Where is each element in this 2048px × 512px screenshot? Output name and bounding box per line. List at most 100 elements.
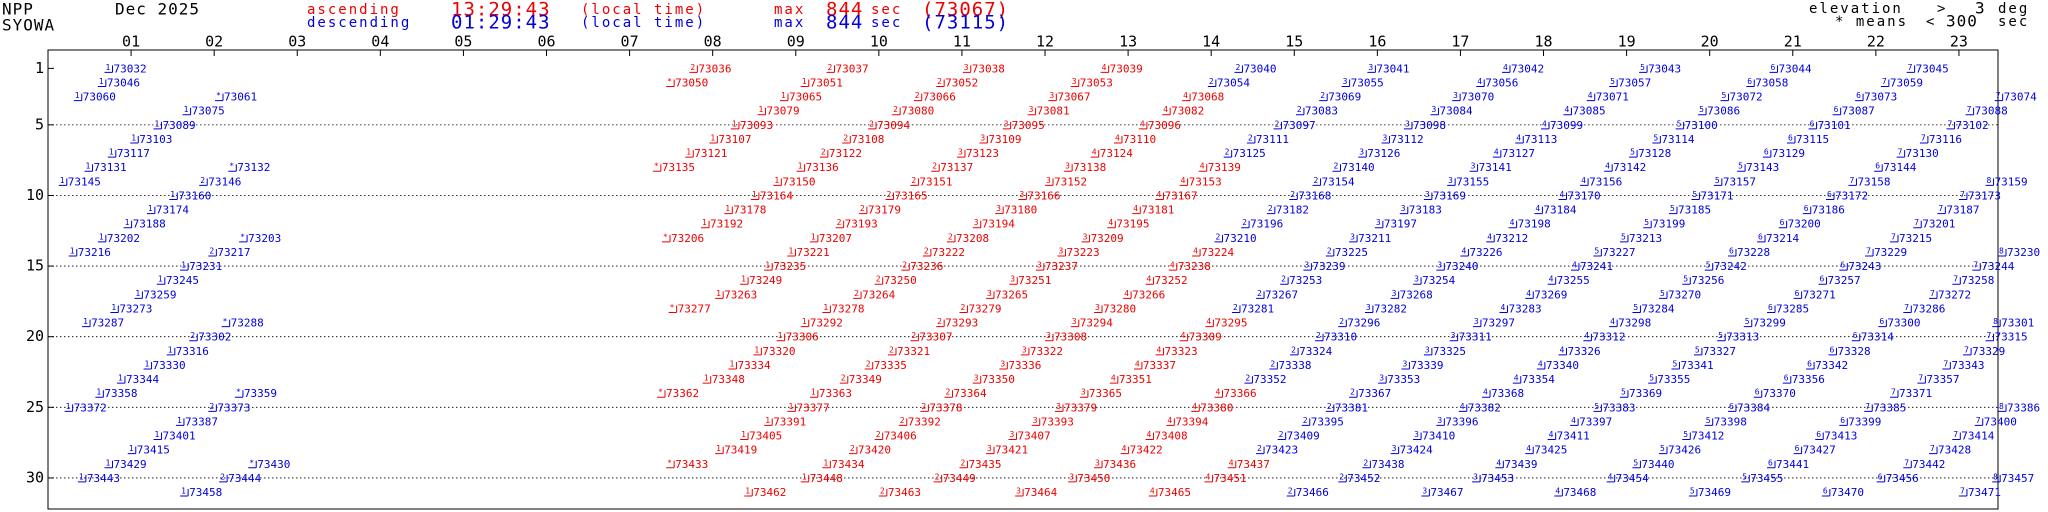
orbit-number: 73173 xyxy=(1968,189,2001,202)
pass-class: 4 xyxy=(1487,232,1492,241)
pass-class: 7 xyxy=(1898,148,1903,157)
pass-marker xyxy=(1942,361,1951,370)
pass-class: 4 xyxy=(1229,458,1234,467)
pass-class: 2 xyxy=(1209,77,1214,86)
pass-marker xyxy=(1713,178,1723,186)
pass-class: 3 xyxy=(1425,190,1430,199)
pass-class: 2 xyxy=(960,458,965,467)
pass-marker xyxy=(1693,347,1703,356)
pass-class: 4 xyxy=(1147,430,1152,439)
pass-marker xyxy=(1878,319,1887,328)
pass-marker xyxy=(169,192,178,200)
pass-marker xyxy=(753,347,762,356)
orbit-number: 73070 xyxy=(1461,91,1494,104)
pass-class: * xyxy=(667,458,672,467)
pass-marker xyxy=(1338,474,1347,483)
orbit-number: 73359 xyxy=(244,387,277,400)
orbit-number: 73370 xyxy=(1763,387,1796,400)
pass-class: 6 xyxy=(1784,374,1789,383)
pass-marker xyxy=(234,390,244,398)
pass-marker xyxy=(1148,489,1158,497)
pass-class: 4 xyxy=(1559,345,1564,354)
pass-marker xyxy=(1081,234,1091,243)
orbit-number: 73307 xyxy=(919,331,952,344)
pass-marker xyxy=(1903,305,1912,313)
orbit-number: 73371 xyxy=(1899,387,1932,400)
y-tick-label: 30 xyxy=(26,468,44,486)
pass-marker xyxy=(1054,404,1064,412)
orbit-number: 73419 xyxy=(724,444,757,457)
x-tick-label: 10 xyxy=(870,33,888,51)
pass-class: 7 xyxy=(1938,204,1943,213)
pass-marker xyxy=(104,65,113,73)
pass-marker xyxy=(715,446,724,455)
pass-marker xyxy=(1851,333,1861,342)
pass-class: 7 xyxy=(1987,331,1992,340)
orbit-number: 73137 xyxy=(940,161,973,174)
orbit-number: 73266 xyxy=(1132,288,1165,301)
pass-class: 7 xyxy=(1891,232,1896,241)
pass-class: 7 xyxy=(1976,416,1981,425)
pass-marker xyxy=(796,164,806,172)
pass-marker xyxy=(1423,347,1433,356)
pass-class: 3 xyxy=(1081,388,1086,397)
pass-class: 2 xyxy=(1327,402,1332,411)
pass-class: * xyxy=(229,162,234,171)
orbit-number: 73437 xyxy=(1237,458,1270,471)
orbit-number: 73122 xyxy=(829,147,862,160)
pass-class: 5 xyxy=(1633,303,1638,312)
pass-marker xyxy=(1648,376,1657,384)
x-tick-label: 04 xyxy=(371,33,389,51)
orbit-number: 73367 xyxy=(1358,387,1391,400)
pass-marker xyxy=(1482,390,1491,398)
pass-class: 2 xyxy=(1242,218,1247,227)
pass-class: 1 xyxy=(181,261,186,270)
pass-class: 6 xyxy=(1788,133,1793,142)
pass-marker xyxy=(1525,446,1534,455)
pass-marker xyxy=(58,178,68,186)
pass-marker xyxy=(1192,248,1201,257)
pass-marker xyxy=(1952,277,1961,285)
pass-class: * xyxy=(216,91,221,100)
orbit-number: 73210 xyxy=(1224,232,1257,245)
pass-class: 7 xyxy=(1918,374,1923,383)
pass-class: 3 xyxy=(1432,105,1437,114)
orbit-number: 73334 xyxy=(737,359,770,372)
pass-marker xyxy=(1972,263,1981,271)
orbit-number: 73362 xyxy=(666,387,699,400)
orbit-number: 73224 xyxy=(1201,246,1234,259)
pass-marker xyxy=(944,390,953,398)
pass-class: 1 xyxy=(729,359,734,368)
pass-marker xyxy=(1865,248,1874,257)
orbit-number: 73094 xyxy=(877,119,910,132)
pass-class: 5 xyxy=(1699,105,1704,114)
orbit-number: 73160 xyxy=(178,189,211,202)
pass-marker xyxy=(1746,79,1755,87)
pass-marker xyxy=(1179,333,1189,342)
orbit-number: 73320 xyxy=(762,345,795,358)
pass-marker xyxy=(1815,432,1824,441)
orbit-number: 73249 xyxy=(749,274,782,287)
pass-class: 2 xyxy=(900,416,905,425)
pass-class: 1 xyxy=(716,289,721,298)
pass-marker xyxy=(1668,206,1678,215)
pass-marker xyxy=(1547,432,1557,441)
pass-class: 2 xyxy=(960,303,965,312)
orbit-number: 73427 xyxy=(1803,444,1836,457)
orbit-number: 73297 xyxy=(1482,317,1515,330)
pass-marker xyxy=(134,291,143,299)
orbit-number: 73183 xyxy=(1409,204,1442,217)
pass-class: 1 xyxy=(765,416,770,425)
pass-class: 3 xyxy=(1009,430,1014,439)
pass-marker xyxy=(878,489,888,497)
pass-marker xyxy=(1782,376,1792,384)
pass-marker xyxy=(666,79,675,87)
pass-marker xyxy=(1570,418,1579,426)
orbit-number: 73380 xyxy=(1200,401,1233,414)
orbit-number: 73280 xyxy=(1103,302,1136,315)
pass-class: 5 xyxy=(1660,444,1665,453)
descending-header: descending 01:29:43 (local time) max 844… xyxy=(307,12,1008,34)
pass-marker xyxy=(1929,446,1938,455)
pass-marker xyxy=(858,206,868,215)
pass-class: 1 xyxy=(170,190,175,199)
